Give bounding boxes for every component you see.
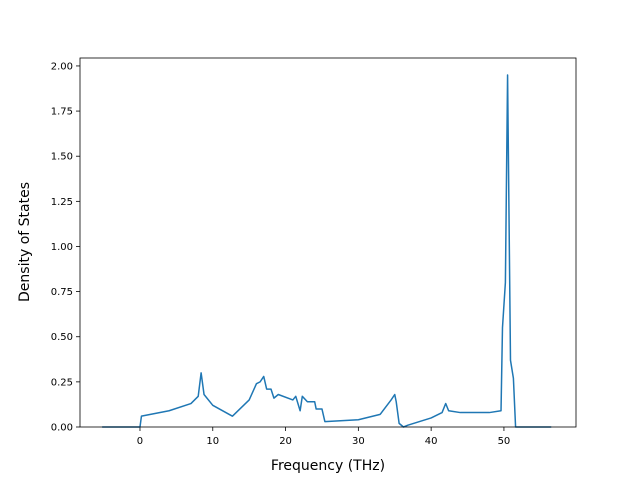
y-tick-label: 1.00 [51, 242, 73, 253]
x-tick-label: 50 [498, 436, 511, 447]
x-axis-label: Frequency (THz) [271, 458, 385, 474]
y-tick-label: 0.00 [51, 423, 73, 434]
y-tick-label: 0.25 [51, 377, 73, 388]
x-tick-label: 0 [137, 436, 143, 447]
x-tick-label: 10 [206, 436, 219, 447]
y-tick-label: 1.25 [51, 197, 73, 208]
y-axis-label: Density of States [17, 182, 33, 302]
x-tick-label: 30 [352, 436, 365, 447]
line [102, 74, 552, 428]
y-tick-label: 0.75 [51, 287, 73, 298]
y-tick-label: 1.75 [51, 107, 73, 118]
x-tick-label: 20 [279, 436, 292, 447]
plot-frame [79, 57, 577, 428]
y-tick-label: 0.50 [51, 332, 73, 343]
x-tick-label: 40 [425, 436, 438, 447]
y-tick-label: 1.50 [51, 152, 73, 163]
y-tick-label: 2.00 [51, 61, 73, 72]
